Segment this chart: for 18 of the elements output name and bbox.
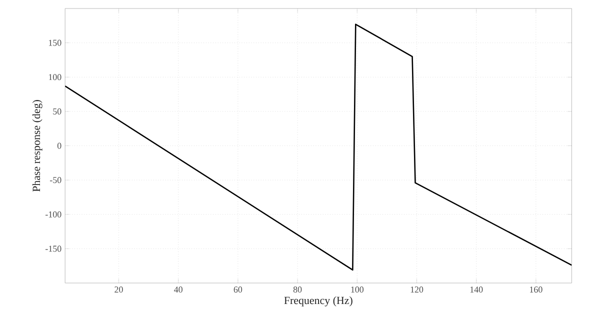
y-tick-label: -150 xyxy=(46,246,62,252)
x-tick-label: 140 xyxy=(470,286,483,293)
x-tick-label: 100 xyxy=(351,286,364,293)
x-tick-label: 40 xyxy=(174,286,182,293)
x-tick-label: 80 xyxy=(293,286,302,293)
x-axis-title: Frequency (Hz) xyxy=(284,296,352,306)
y-tick-label: 100 xyxy=(48,74,62,80)
y-tick-label: -100 xyxy=(46,211,62,218)
x-tick-label: 20 xyxy=(114,286,123,293)
x-tick-label: 120 xyxy=(410,286,424,293)
y-tick-label: 0 xyxy=(57,142,62,149)
y-tick-label: 150 xyxy=(48,40,62,46)
x-tick-label: 160 xyxy=(530,286,542,293)
x-tick-label: 60 xyxy=(234,286,242,293)
y-tick-label: 50 xyxy=(53,108,62,115)
y-tick-label: -50 xyxy=(50,177,62,184)
line-series xyxy=(65,24,572,271)
y-axis-title: Phase response (deg) xyxy=(32,100,42,192)
